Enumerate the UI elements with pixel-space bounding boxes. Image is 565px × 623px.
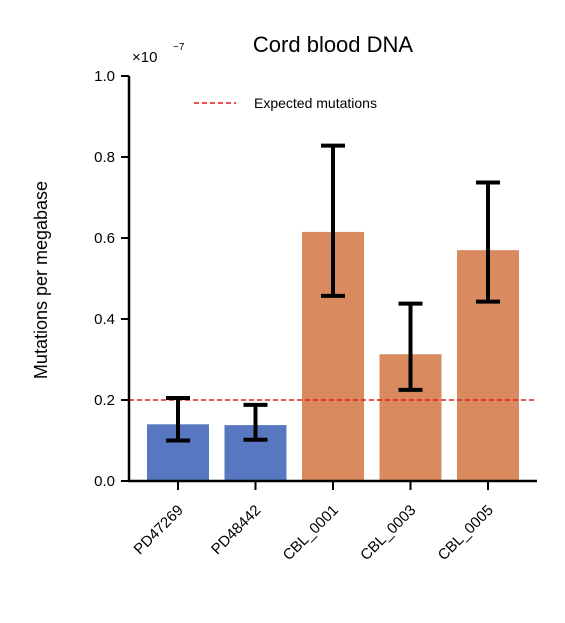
x-tick-label: CBL_0001 (280, 502, 342, 564)
plot-area: 0.0 0.2 0.4 0.6 0.8 1.0 PD47269 PD48442 CBL_0001… (94, 68, 537, 564)
y-tick-label: 0.8 (94, 149, 115, 166)
y-tick-label: 0.0 (94, 473, 115, 490)
x-tick-label: PD48442 (208, 502, 264, 558)
y-tick-label: 0.4 (94, 311, 115, 328)
y-tick-label: 0.6 (94, 230, 115, 247)
legend-label: Expected mutations (254, 95, 377, 111)
y-tick-label: 0.2 (94, 392, 115, 409)
chart-title: Cord blood DNA (253, 32, 414, 57)
y-axis-label: Mutations per megabase (31, 181, 51, 379)
x-tick-label: CBL_0005 (435, 502, 497, 564)
y-tick-label: 1.0 (94, 68, 115, 85)
y-multiplier-exponent: −7 (173, 42, 185, 53)
x-tick-label: CBL_0003 (357, 502, 419, 564)
y-multiplier-base: ×10 (132, 49, 157, 66)
x-tick-label: PD47269 (131, 502, 187, 558)
y-multiplier: ×10 −7 (132, 42, 185, 66)
legend: Expected mutations (194, 95, 377, 111)
